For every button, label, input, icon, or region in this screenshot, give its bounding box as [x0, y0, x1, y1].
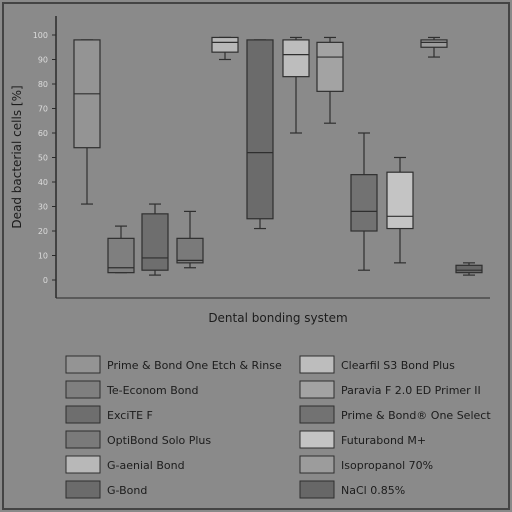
y-tick-label: 60 — [38, 129, 48, 138]
legend-item: Prime & Bond One Etch & Rinse — [65, 355, 282, 374]
iqr-box — [211, 36, 239, 53]
iqr-box — [455, 264, 483, 274]
legend-item: Clearfil S3 Bond Plus — [299, 355, 455, 374]
legend-swatch — [65, 380, 101, 399]
y-tick-label: 70 — [38, 105, 48, 114]
legend-swatch — [65, 480, 101, 499]
box-9 — [350, 132, 378, 271]
y-tick-label: 100 — [33, 31, 48, 40]
iqr-box — [282, 39, 310, 78]
y-tick-label: 80 — [38, 80, 48, 89]
legend-item: ExciTE F — [65, 405, 153, 424]
y-tick-label: 10 — [38, 252, 48, 261]
y-tick-label: 0 — [43, 276, 48, 285]
legend: Prime & Bond One Etch & Rinse Te-Econom B… — [65, 355, 491, 499]
legend-item: Te-Econom Bond — [65, 380, 198, 399]
legend-label: NaCl 0.85% — [341, 484, 405, 497]
legend-swatch — [65, 405, 101, 424]
box-3 — [141, 203, 169, 276]
iqr-box — [107, 237, 135, 274]
legend-label: Prime & Bond® One Select — [341, 409, 491, 422]
x-axis-title: Dental bonding system — [208, 311, 347, 325]
iqr-box — [316, 41, 344, 92]
box-4 — [176, 210, 204, 269]
box-7 — [282, 36, 310, 134]
legend-label: Te-Econom Bond — [106, 384, 198, 397]
iqr-box — [350, 174, 378, 232]
legend-item: OptiBond Solo Plus — [65, 430, 211, 449]
y-tick-label: 20 — [38, 227, 48, 236]
legend-label: Prime & Bond One Etch & Rinse — [107, 359, 282, 372]
legend-label: Paravia F 2.0 ED Primer II — [341, 384, 481, 397]
legend-swatch — [299, 405, 335, 424]
box-11 — [420, 36, 448, 58]
legend-label: OptiBond Solo Plus — [107, 434, 211, 447]
box-8 — [316, 36, 344, 124]
legend-item: Futurabond M+ — [299, 430, 426, 449]
y-tick-label: 90 — [38, 56, 48, 65]
iqr-box — [141, 213, 169, 271]
legend-item: Isopropanol 70% — [299, 455, 433, 474]
legend-item: G-Bond — [65, 480, 147, 499]
legend-swatch — [299, 455, 335, 474]
legend-item: Paravia F 2.0 ED Primer II — [299, 380, 481, 399]
iqr-box — [176, 237, 204, 264]
legend-label: Futurabond M+ — [341, 434, 426, 447]
iqr-box — [246, 39, 274, 220]
y-axis-title: Dead bacterial cells [%] — [10, 85, 24, 228]
legend-swatch — [299, 380, 335, 399]
box-6 — [246, 39, 274, 230]
y-tick-label: 40 — [38, 178, 48, 187]
legend-swatch — [299, 430, 335, 449]
legend-swatch — [65, 430, 101, 449]
legend-item: Prime & Bond® One Select — [299, 405, 491, 424]
legend-label: ExciTE F — [107, 409, 153, 422]
box-1 — [73, 39, 101, 205]
legend-swatch — [65, 455, 101, 474]
legend-swatch — [65, 355, 101, 374]
boxes — [73, 36, 483, 276]
box-12 — [455, 262, 483, 276]
legend-item: NaCl 0.85% — [299, 480, 405, 499]
legend-swatch — [299, 355, 335, 374]
legend-label: G-Bond — [107, 484, 147, 497]
y-tick-label: 30 — [38, 203, 48, 212]
box-2 — [107, 225, 135, 274]
box-10 — [386, 156, 414, 264]
legend-label: Clearfil S3 Bond Plus — [341, 359, 455, 372]
box-5 — [211, 36, 239, 61]
plot-area: 0 10 20 30 40 50 60 70 80 90 100 — [33, 16, 490, 299]
legend-label: G-aenial Bond — [107, 459, 185, 472]
legend-label: Isopropanol 70% — [341, 459, 433, 472]
y-ticks: 0 10 20 30 40 50 60 70 80 90 100 — [33, 31, 56, 285]
legend-swatch — [299, 480, 335, 499]
iqr-box — [386, 171, 414, 230]
iqr-box — [420, 39, 448, 48]
legend-item: G-aenial Bond — [65, 455, 185, 474]
y-tick-label: 50 — [38, 154, 48, 163]
